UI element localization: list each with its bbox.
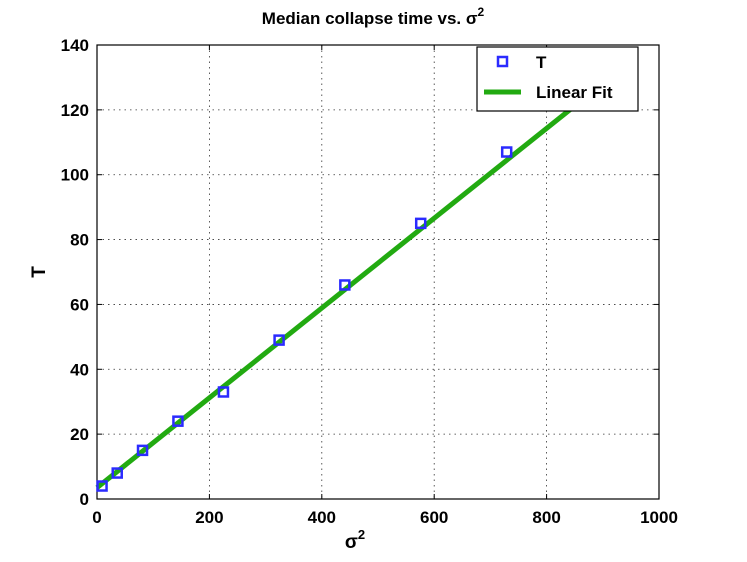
data-point bbox=[136, 444, 149, 457]
y-tick-label: 40 bbox=[70, 360, 89, 379]
data-point bbox=[96, 480, 108, 492]
data-point bbox=[111, 467, 123, 479]
chart-title: Median collapse time vs. σ2 bbox=[262, 5, 485, 28]
chart-title-text: Median collapse time vs. σ bbox=[262, 9, 478, 28]
data-point bbox=[414, 217, 427, 230]
legend-label-t: T bbox=[536, 53, 547, 72]
legend-marker-t bbox=[496, 55, 509, 68]
legend-label-fit: Linear Fit bbox=[536, 83, 613, 102]
plot-area bbox=[96, 44, 660, 500]
y-axis-label: T bbox=[29, 266, 50, 278]
data-point bbox=[273, 334, 285, 346]
x-tick-label: 600 bbox=[420, 508, 448, 527]
y-tick-label: 0 bbox=[80, 490, 89, 509]
x-tick-label: 200 bbox=[195, 508, 223, 527]
y-tick-label: 100 bbox=[61, 166, 89, 185]
x-axis-label-superscript: 2 bbox=[358, 527, 365, 542]
x-tick-label: 400 bbox=[308, 508, 336, 527]
legend: T Linear Fit bbox=[476, 46, 639, 112]
x-axis-label: σ2 bbox=[345, 527, 365, 553]
y-tick-label: 120 bbox=[61, 101, 89, 120]
axis-ticks bbox=[96, 44, 660, 500]
y-tick-label: 80 bbox=[70, 231, 89, 250]
y-tick-label: 140 bbox=[61, 36, 89, 55]
y-tick-labels: 0 20 40 60 80 100 120 140 bbox=[61, 36, 89, 509]
x-tick-label: 0 bbox=[92, 508, 101, 527]
data-point bbox=[339, 279, 351, 291]
y-tick-label: 20 bbox=[70, 425, 89, 444]
linear-fit-line bbox=[95, 99, 582, 490]
data-point bbox=[172, 415, 184, 427]
data-markers bbox=[96, 146, 513, 492]
x-tick-label: 800 bbox=[532, 508, 560, 527]
x-axis-label-text: σ bbox=[345, 532, 358, 553]
y-tick-label: 60 bbox=[70, 295, 89, 314]
x-tick-labels: 0 200 400 600 800 1000 bbox=[92, 508, 678, 527]
data-point bbox=[500, 146, 513, 158]
x-tick-label: 1000 bbox=[640, 508, 678, 527]
chart-title-superscript: 2 bbox=[478, 5, 485, 19]
data-point bbox=[217, 386, 230, 398]
